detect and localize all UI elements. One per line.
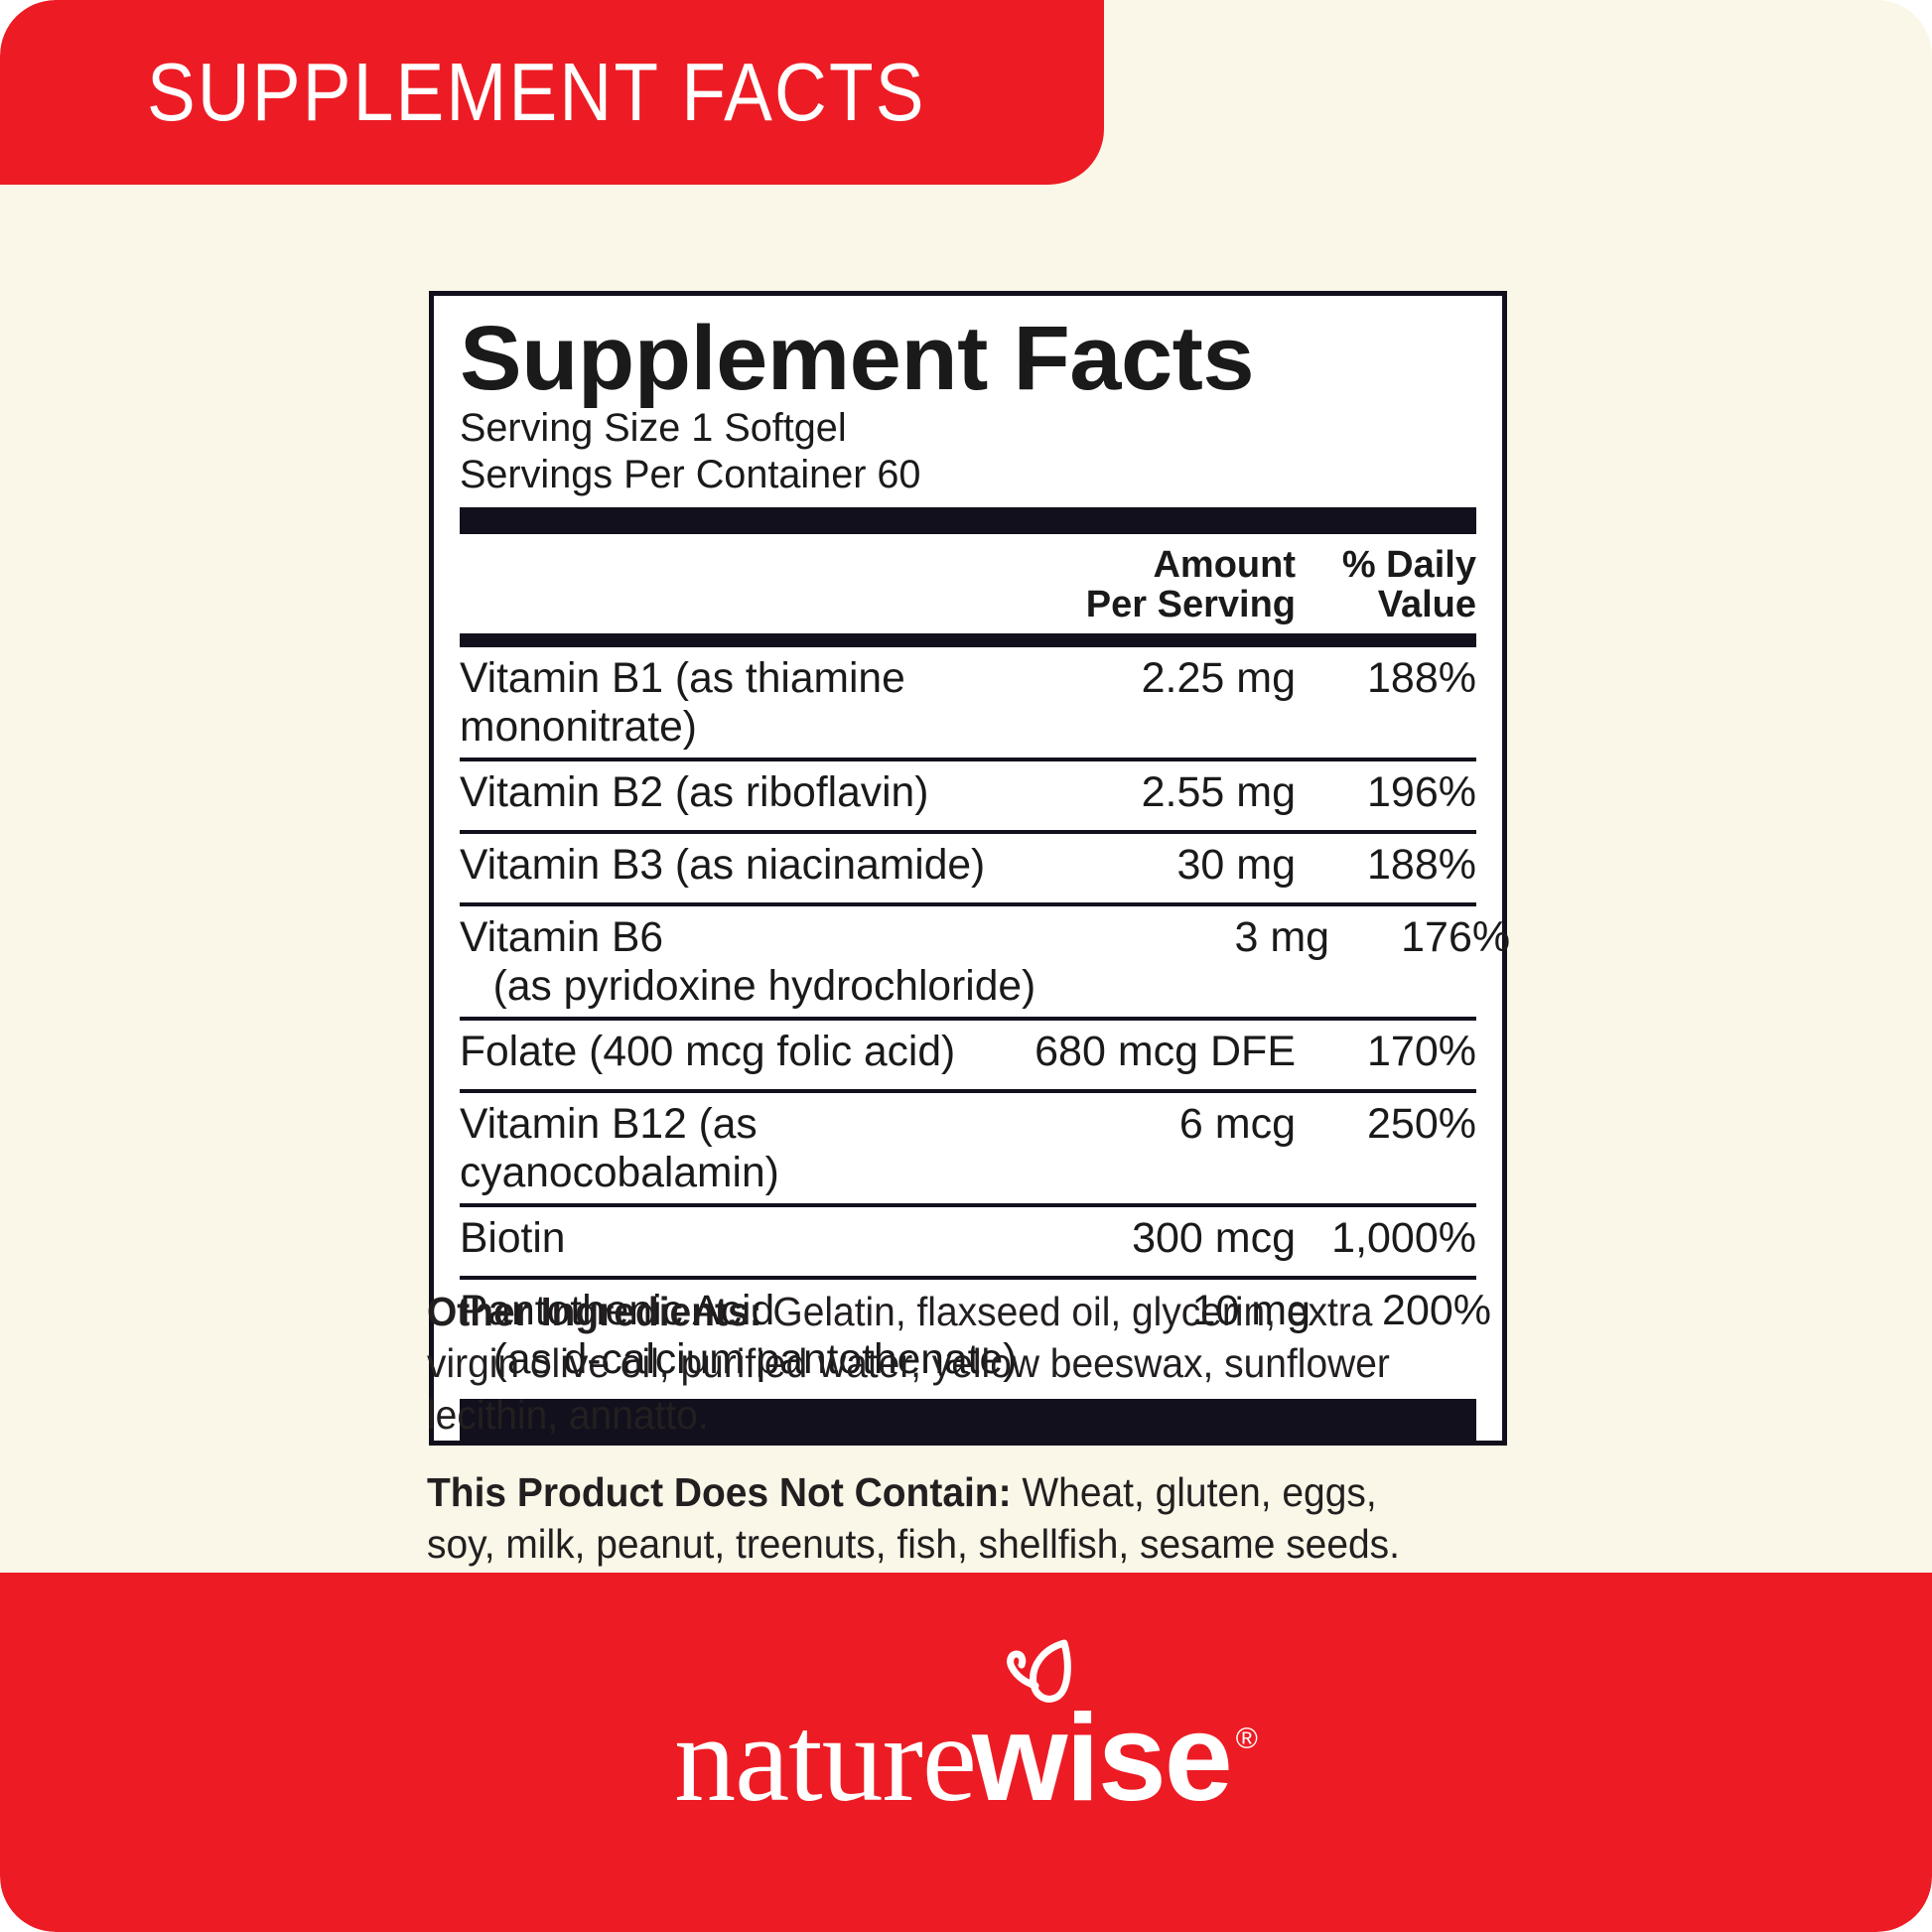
table-row: Vitamin B1 (as thiamine mononitrate) 2.2… — [460, 647, 1476, 758]
table-row: Vitamin B12 (as cyanocobalamin) 6 mcg 25… — [460, 1093, 1476, 1203]
table-row: Folate (400 mcg folic acid) 680 mcg DFE … — [460, 1021, 1476, 1089]
panel-divider-medium — [460, 632, 1476, 647]
servings-per-container: Servings Per Container 60 — [460, 452, 921, 496]
nutrient-name: Vitamin B6 (as pyridoxine hydrochloride) — [460, 913, 1035, 1011]
nutrient-amount: 2.55 mg — [1141, 767, 1296, 816]
other-ingredients: Other Ingredients: Gelatin, flaxseed oil… — [427, 1286, 1455, 1441]
nutrient-daily-value: 1,000% — [1331, 1213, 1476, 1262]
nutrient-amount: 30 mg — [1176, 840, 1296, 889]
nutrient-name: Vitamin B2 (as riboflavin) — [460, 767, 929, 816]
nutrient-amount: 680 mcg DFE — [1035, 1027, 1296, 1075]
nutrient-daily-value: 200% — [1382, 1286, 1492, 1334]
nutrient-daily-value: 188% — [1367, 653, 1476, 702]
other-ingredients-label: Other Ingredients: — [427, 1289, 762, 1334]
registered-trademark-icon: ® — [1235, 1722, 1258, 1755]
table-row: Biotin 300 mcg 1,000% — [460, 1207, 1476, 1276]
nutrient-name-main: Vitamin B6 — [460, 912, 664, 961]
column-headers: Amount Per Serving % Daily Value — [460, 534, 1476, 633]
table-row: Vitamin B2 (as riboflavin) 2.55 mg 196% — [460, 761, 1476, 830]
panel-bottom-bar — [460, 1398, 1476, 1441]
nutrient-name: Vitamin B12 (as cyanocobalamin) — [460, 1099, 779, 1196]
supplement-facts-banner: SUPPLEMENT FACTS — [0, 0, 1104, 185]
i-dot-mask — [1008, 1690, 1042, 1725]
allergen-statement: This Product Does Not Contain: Wheat, gl… — [427, 1466, 1455, 1570]
row-divider — [460, 901, 1476, 906]
nutrient-name-source: (as pyridoxine hydrochloride) — [492, 961, 1036, 1010]
nutrient-name: Biotin — [460, 1213, 566, 1262]
nutrient-name: Folate (400 mcg folic acid) — [460, 1027, 956, 1075]
logo-word-nature: nature — [674, 1690, 977, 1827]
nutrient-name: Vitamin B1 (as thiamine mononitrate) — [460, 653, 905, 751]
nutrient-amount: 10 mg — [1191, 1286, 1311, 1334]
allergen-statement-label: This Product Does Not Contain: — [427, 1469, 1012, 1516]
column-header-amount: Amount Per Serving — [1008, 543, 1296, 625]
panel-divider-thick — [460, 506, 1476, 534]
supplement-facts-panel: Supplement Facts Serving Size 1 Softgel … — [429, 291, 1510, 1446]
column-header-dv-line1: % Daily — [1341, 543, 1476, 586]
row-divider — [460, 1275, 1476, 1280]
nutrient-daily-value: 196% — [1367, 767, 1476, 816]
allergen-statement-text: Wheat, gluten, eggs, soy, milk, peanut, … — [427, 1469, 1400, 1568]
row-divider — [460, 757, 1476, 761]
serving-size: Serving Size 1 Softgel — [460, 406, 847, 451]
nutrient-daily-value: 250% — [1367, 1099, 1476, 1148]
table-row: Vitamin B3 (as niacinamide) 30 mg 188% — [460, 834, 1476, 902]
naturewise-logo: nature wise ® — [674, 1639, 1258, 1827]
banner-title: SUPPLEMENT FACTS — [147, 46, 926, 138]
brand-footer: nature wise ® — [0, 1573, 1932, 1932]
nutrient-amount: 3 mg — [1234, 912, 1330, 961]
column-header-dv-line2: Value — [1377, 583, 1476, 625]
nutrient-daily-value: 170% — [1367, 1027, 1476, 1075]
column-header-amount-line1: Amount — [1153, 543, 1296, 586]
row-divider — [460, 1202, 1476, 1207]
row-divider — [460, 829, 1476, 834]
nutrient-daily-value: 188% — [1367, 840, 1476, 889]
other-ingredients-text: Gelatin, flaxseed oil, glycerin, extra v… — [427, 1289, 1390, 1439]
nutrient-name: Vitamin B3 (as niacinamide) — [460, 840, 986, 889]
nutrient-name-main: Pantothenic Acid — [460, 1286, 775, 1334]
column-header-amount-line2: Per Serving — [1085, 583, 1296, 625]
label-notes: Other Ingredients: Gelatin, flaxseed oil… — [427, 1286, 1509, 1595]
row-divider — [460, 1088, 1476, 1093]
nutrient-daily-value: 176% — [1401, 912, 1511, 961]
panel-title: Supplement Facts — [460, 308, 1255, 409]
table-row: Vitamin B6 (as pyridoxine hydrochloride)… — [460, 906, 1510, 1017]
table-row: Pantothenic Acid (as d-calcium pantothen… — [460, 1280, 1491, 1390]
nutrient-amount: 2.25 mg — [1141, 653, 1296, 702]
row-divider — [460, 1016, 1476, 1021]
nutrient-amount: 300 mcg — [1132, 1213, 1296, 1262]
nutrient-name: Pantothenic Acid (as d-calcium pantothen… — [460, 1287, 1017, 1384]
nutrient-name-source: (as d-calcium pantothenate) — [492, 1334, 1018, 1383]
column-header-daily-value: % Daily Value — [1296, 543, 1476, 625]
nutrient-amount: 6 mcg — [1178, 1099, 1296, 1148]
